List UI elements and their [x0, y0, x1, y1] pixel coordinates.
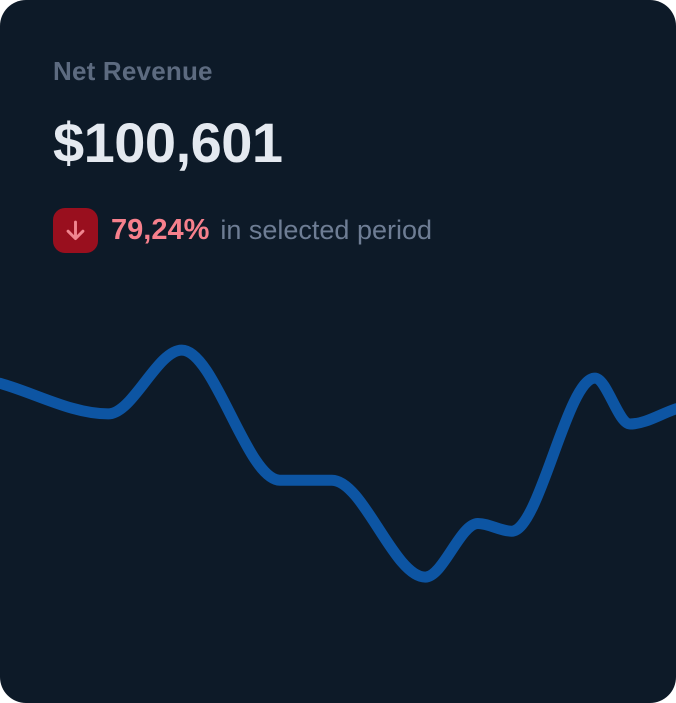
- arrow-down-icon: [62, 217, 89, 244]
- card-content: Net Revenue $100,601 79,24% in selected …: [0, 0, 676, 253]
- arrow-down-icon-path: [66, 220, 85, 241]
- delta-percent: 79,24%: [111, 214, 210, 246]
- sparkline-path: [0, 344, 676, 583]
- delta-badge: [53, 208, 98, 253]
- delta-caption: in selected period: [220, 215, 432, 245]
- metric-title: Net Revenue: [53, 56, 213, 86]
- revenue-sparkline: [0, 344, 676, 583]
- delta-row: 79,24% in selected period: [53, 208, 623, 253]
- metric-value: $100,601: [53, 111, 283, 174]
